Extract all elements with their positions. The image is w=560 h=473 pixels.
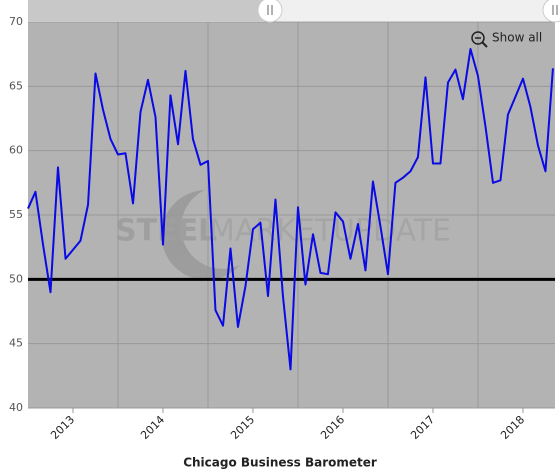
x-tick-label: 2014 [138, 413, 167, 442]
x-tick-label: 2015 [228, 413, 257, 442]
data-line [27, 48, 554, 371]
y-tick-label: 50 [9, 272, 23, 285]
navigator-handle[interactable] [257, 0, 283, 23]
watermark-swoosh [161, 190, 240, 280]
button-label: Show all [492, 31, 542, 45]
x-tick-label: 2016 [318, 413, 347, 442]
y-tick-label: 55 [9, 208, 23, 221]
navigator-mask [28, 0, 270, 21]
y-tick-label: 70 [9, 15, 23, 28]
y-tick-label: 40 [9, 401, 23, 414]
x-tick-label: 2017 [408, 413, 437, 442]
x-axis-title: Chicago Business Barometer [183, 456, 377, 470]
zoom-out-icon [481, 41, 488, 48]
watermark-text: STEEL [115, 214, 217, 249]
show-all-button[interactable]: Show all [471, 31, 542, 48]
x-tick-label: 2013 [48, 413, 77, 442]
x-tick-label: 2018 [498, 413, 527, 442]
handle [257, 0, 283, 23]
y-tick-label: 65 [9, 79, 23, 92]
y-tick-label: 60 [9, 144, 23, 157]
handle [542, 0, 560, 23]
navigator-handle[interactable] [542, 0, 560, 23]
navigator-range [270, 0, 555, 21]
zoom-out-icon [471, 31, 485, 45]
y-tick-label: 45 [9, 337, 23, 350]
